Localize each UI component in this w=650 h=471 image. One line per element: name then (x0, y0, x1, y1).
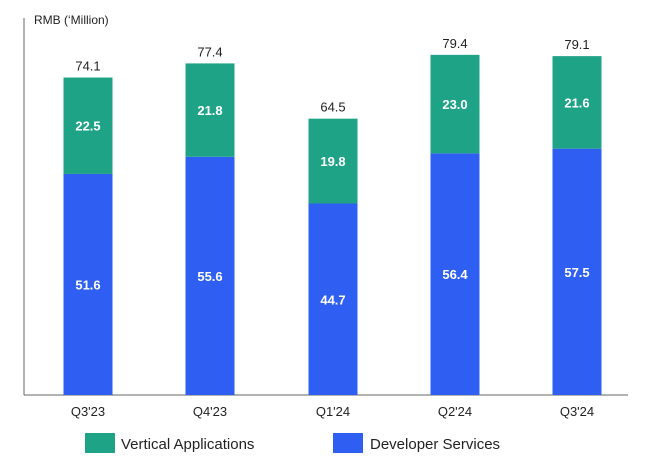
data-label-developer-services: 56.4 (442, 267, 468, 282)
legend-swatch (85, 433, 115, 453)
data-label-developer-services: 57.5 (564, 265, 589, 280)
data-label-developer-services: 44.7 (320, 292, 345, 307)
x-tick-label: Q1'24 (316, 404, 350, 419)
legend: Vertical Applications Developer Services (85, 433, 500, 453)
data-label-vertical-applications: 21.6 (564, 95, 589, 110)
bar-developer-services (63, 173, 113, 395)
bar-vertical-applications (552, 56, 602, 149)
x-tick-label: Q3'23 (71, 404, 105, 419)
total-label: 74.1 (75, 59, 100, 74)
bar-developer-services (552, 148, 602, 395)
bar-vertical-applications (63, 77, 113, 174)
x-tick-label: Q4'23 (193, 404, 227, 419)
bar-vertical-applications (430, 54, 480, 154)
data-label-developer-services: 51.6 (75, 277, 100, 292)
data-label-vertical-applications: 21.8 (197, 103, 222, 118)
legend-label: Developer Services (370, 436, 500, 453)
data-label-vertical-applications: 23.0 (442, 97, 467, 112)
total-label: 79.4 (442, 36, 467, 51)
total-label: 77.4 (197, 44, 222, 59)
total-label: 79.1 (564, 37, 589, 52)
bar-developer-services (308, 203, 358, 395)
y-axis-label: RMB (‘Million) (34, 13, 109, 27)
data-label-vertical-applications: 22.5 (75, 119, 100, 134)
data-label-vertical-applications: 19.8 (320, 154, 345, 169)
x-tick-label: Q2'24 (438, 404, 472, 419)
bar-developer-services (185, 156, 235, 395)
data-label-developer-services: 55.6 (197, 269, 222, 284)
total-label: 64.5 (320, 100, 345, 115)
bars-group: 51.6 22.5 74.1 Q3'23 55.6 21.8 77.4 Q4'23 44.7 19… (63, 36, 602, 419)
bar-vertical-applications (185, 63, 235, 157)
x-tick-label: Q3'24 (560, 404, 594, 419)
legend-swatch (333, 433, 363, 453)
legend-label: Vertical Applications (121, 436, 254, 453)
bar-vertical-applications (308, 118, 358, 204)
bar-developer-services (430, 153, 480, 395)
